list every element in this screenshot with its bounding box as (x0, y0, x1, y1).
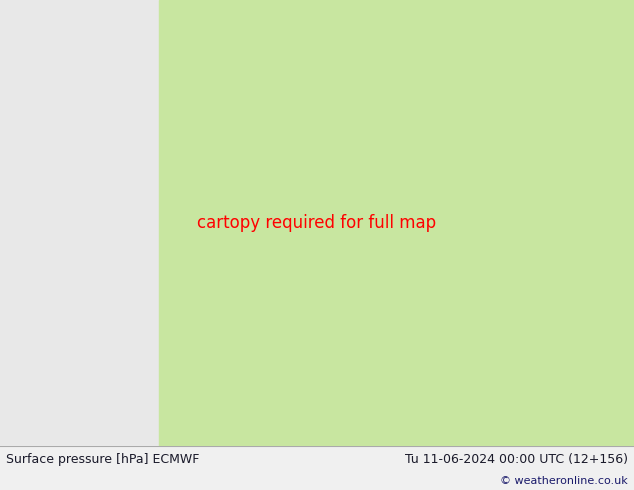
Text: © weatheronline.co.uk: © weatheronline.co.uk (500, 476, 628, 486)
Text: Surface pressure [hPa] ECMWF: Surface pressure [hPa] ECMWF (6, 453, 200, 466)
Text: Tu 11-06-2024 00:00 UTC (12+156): Tu 11-06-2024 00:00 UTC (12+156) (404, 453, 628, 466)
Text: cartopy required for full map: cartopy required for full map (197, 214, 437, 232)
Polygon shape (158, 0, 634, 446)
